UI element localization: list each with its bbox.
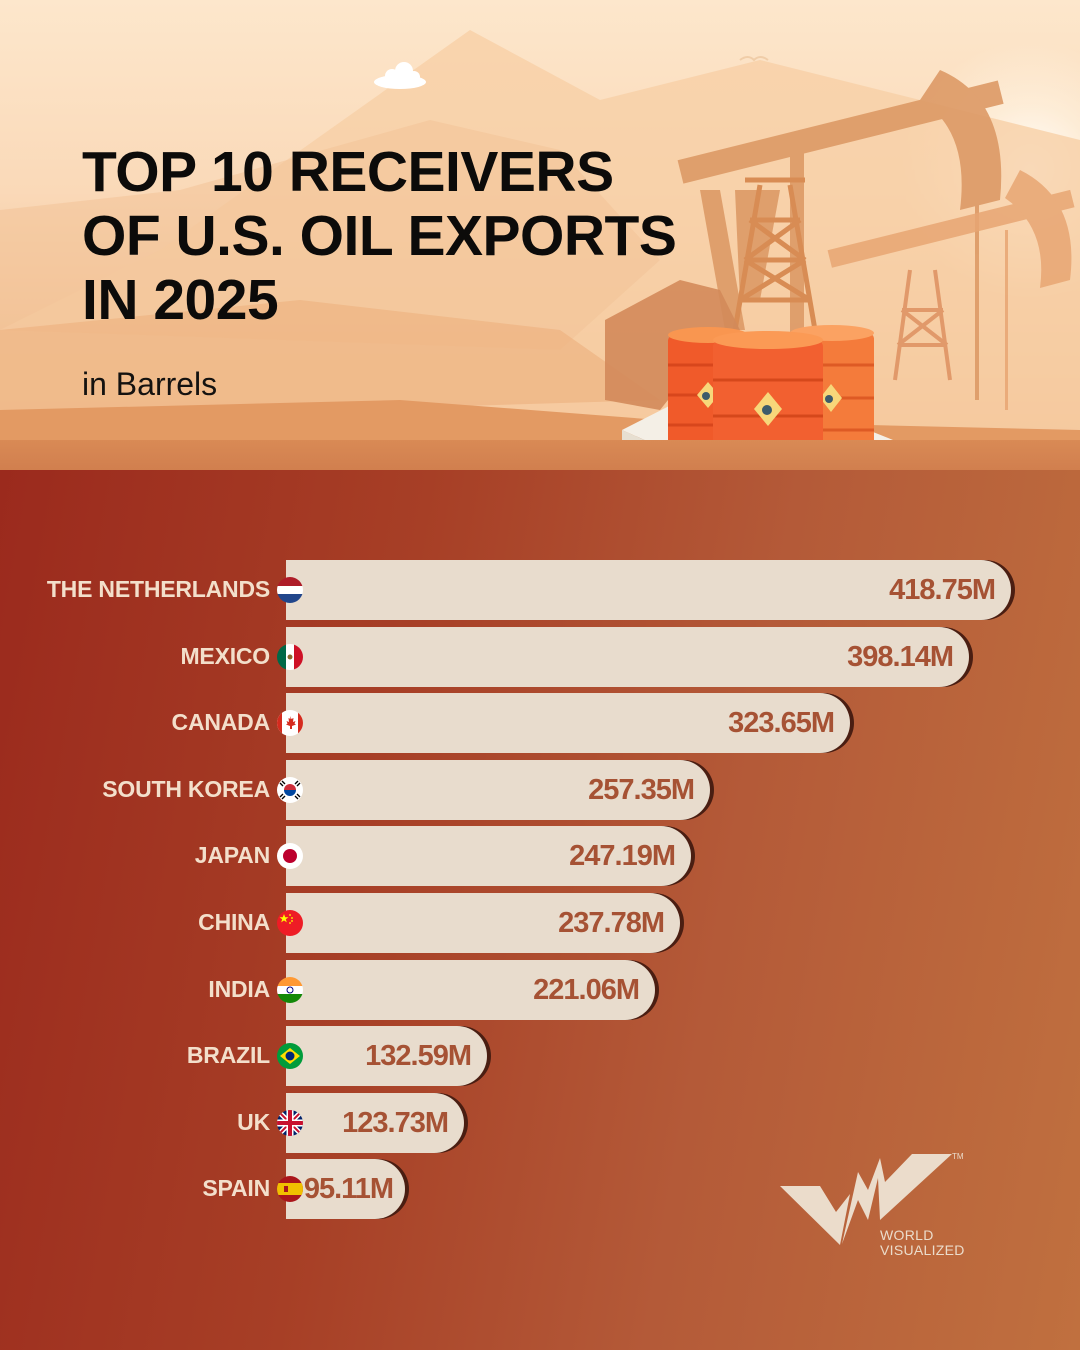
bar-row-japan: JAPAN 247.19M xyxy=(0,824,1080,887)
value-label: 418.75M xyxy=(889,574,996,606)
china-flag-icon xyxy=(277,910,303,936)
trademark-symbol: TM xyxy=(952,1152,964,1161)
bar: 418.75M xyxy=(286,560,1011,620)
mexico-flag-icon xyxy=(277,643,303,670)
country-label: INDIA xyxy=(208,975,270,1002)
bar: 132.59M xyxy=(286,1026,487,1087)
uk-flag-icon xyxy=(277,1109,303,1136)
value-label: 323.65M xyxy=(728,707,835,740)
country-label: SOUTH KOREA xyxy=(102,775,270,802)
south-korea-flag-icon xyxy=(277,776,303,803)
value-label: 237.78M xyxy=(558,907,665,939)
page-title: TOP 10 RECEIVERS OF U.S. OIL EXPORTS IN … xyxy=(82,140,677,332)
bar-row-canada: CANADA 323.65M xyxy=(0,691,1080,754)
bar-row-netherlands: THE NETHERLANDS 418.75M xyxy=(0,558,1080,620)
title-line-3: IN 2025 xyxy=(82,268,279,332)
bar-row-south-korea: SOUTH KOREA 257.35M xyxy=(0,758,1080,820)
canada-flag-icon xyxy=(277,710,303,737)
bar: 123.73M xyxy=(286,1092,464,1153)
bar-row-india: INDIA 221.06M xyxy=(0,958,1080,1020)
value-label: 247.19M xyxy=(569,840,676,873)
japan-flag-icon xyxy=(277,843,303,870)
bar: 398.14M xyxy=(286,626,969,687)
spain-flag-icon xyxy=(277,1176,303,1203)
bar: 247.19M xyxy=(286,826,691,887)
country-label: BRAZIL xyxy=(186,1042,270,1069)
netherlands-flag-icon xyxy=(277,577,303,603)
country-label: MEXICO xyxy=(180,642,270,669)
bar: 257.35M xyxy=(286,759,710,820)
india-flag-icon xyxy=(277,976,303,1003)
brazil-flag-icon xyxy=(277,1043,303,1070)
bar-row-china: CHINA 237.78M xyxy=(0,891,1080,953)
brand-line-2: VISUALIZED xyxy=(880,1242,965,1258)
value-label: 221.06M xyxy=(533,973,640,1006)
bar: 95.11M xyxy=(286,1159,405,1220)
brand-line-1: WORLD xyxy=(880,1227,934,1243)
unit-subtitle: in Barrels xyxy=(82,366,218,402)
bar: 221.06M xyxy=(286,959,655,1020)
bar-row-uk: UK 123.73M xyxy=(0,1091,1080,1153)
value-label: 123.73M xyxy=(342,1106,449,1139)
country-label: CHINA xyxy=(198,909,270,935)
country-label: JAPAN xyxy=(194,842,270,869)
value-label: 132.59M xyxy=(365,1040,472,1073)
value-label: 95.11M xyxy=(303,1173,394,1206)
bar: 237.78M xyxy=(286,893,680,953)
title-line-2: OF U.S. OIL EXPORTS xyxy=(82,204,677,268)
world-visualized-logo-icon xyxy=(780,1154,952,1245)
cloud-icon xyxy=(374,62,426,89)
bar-row-mexico: MEXICO 398.14M xyxy=(0,625,1080,687)
bar-row-spain: SPAIN 95.11M xyxy=(0,1157,1080,1220)
bar: 323.65M xyxy=(286,693,850,754)
country-label: CANADA xyxy=(171,709,271,736)
oil-barrel-icon xyxy=(668,325,874,474)
bar-row-brazil: BRAZIL 132.59M xyxy=(0,1024,1080,1087)
value-label: 257.35M xyxy=(588,773,695,806)
country-label: UK xyxy=(237,1108,270,1135)
title-line-1: TOP 10 RECEIVERS xyxy=(82,140,614,204)
country-label: SPAIN xyxy=(202,1175,270,1202)
value-label: 398.14M xyxy=(847,640,954,673)
brand-name: WORLD VISUALIZED xyxy=(880,1228,965,1258)
country-label: THE NETHERLANDS xyxy=(46,576,270,602)
